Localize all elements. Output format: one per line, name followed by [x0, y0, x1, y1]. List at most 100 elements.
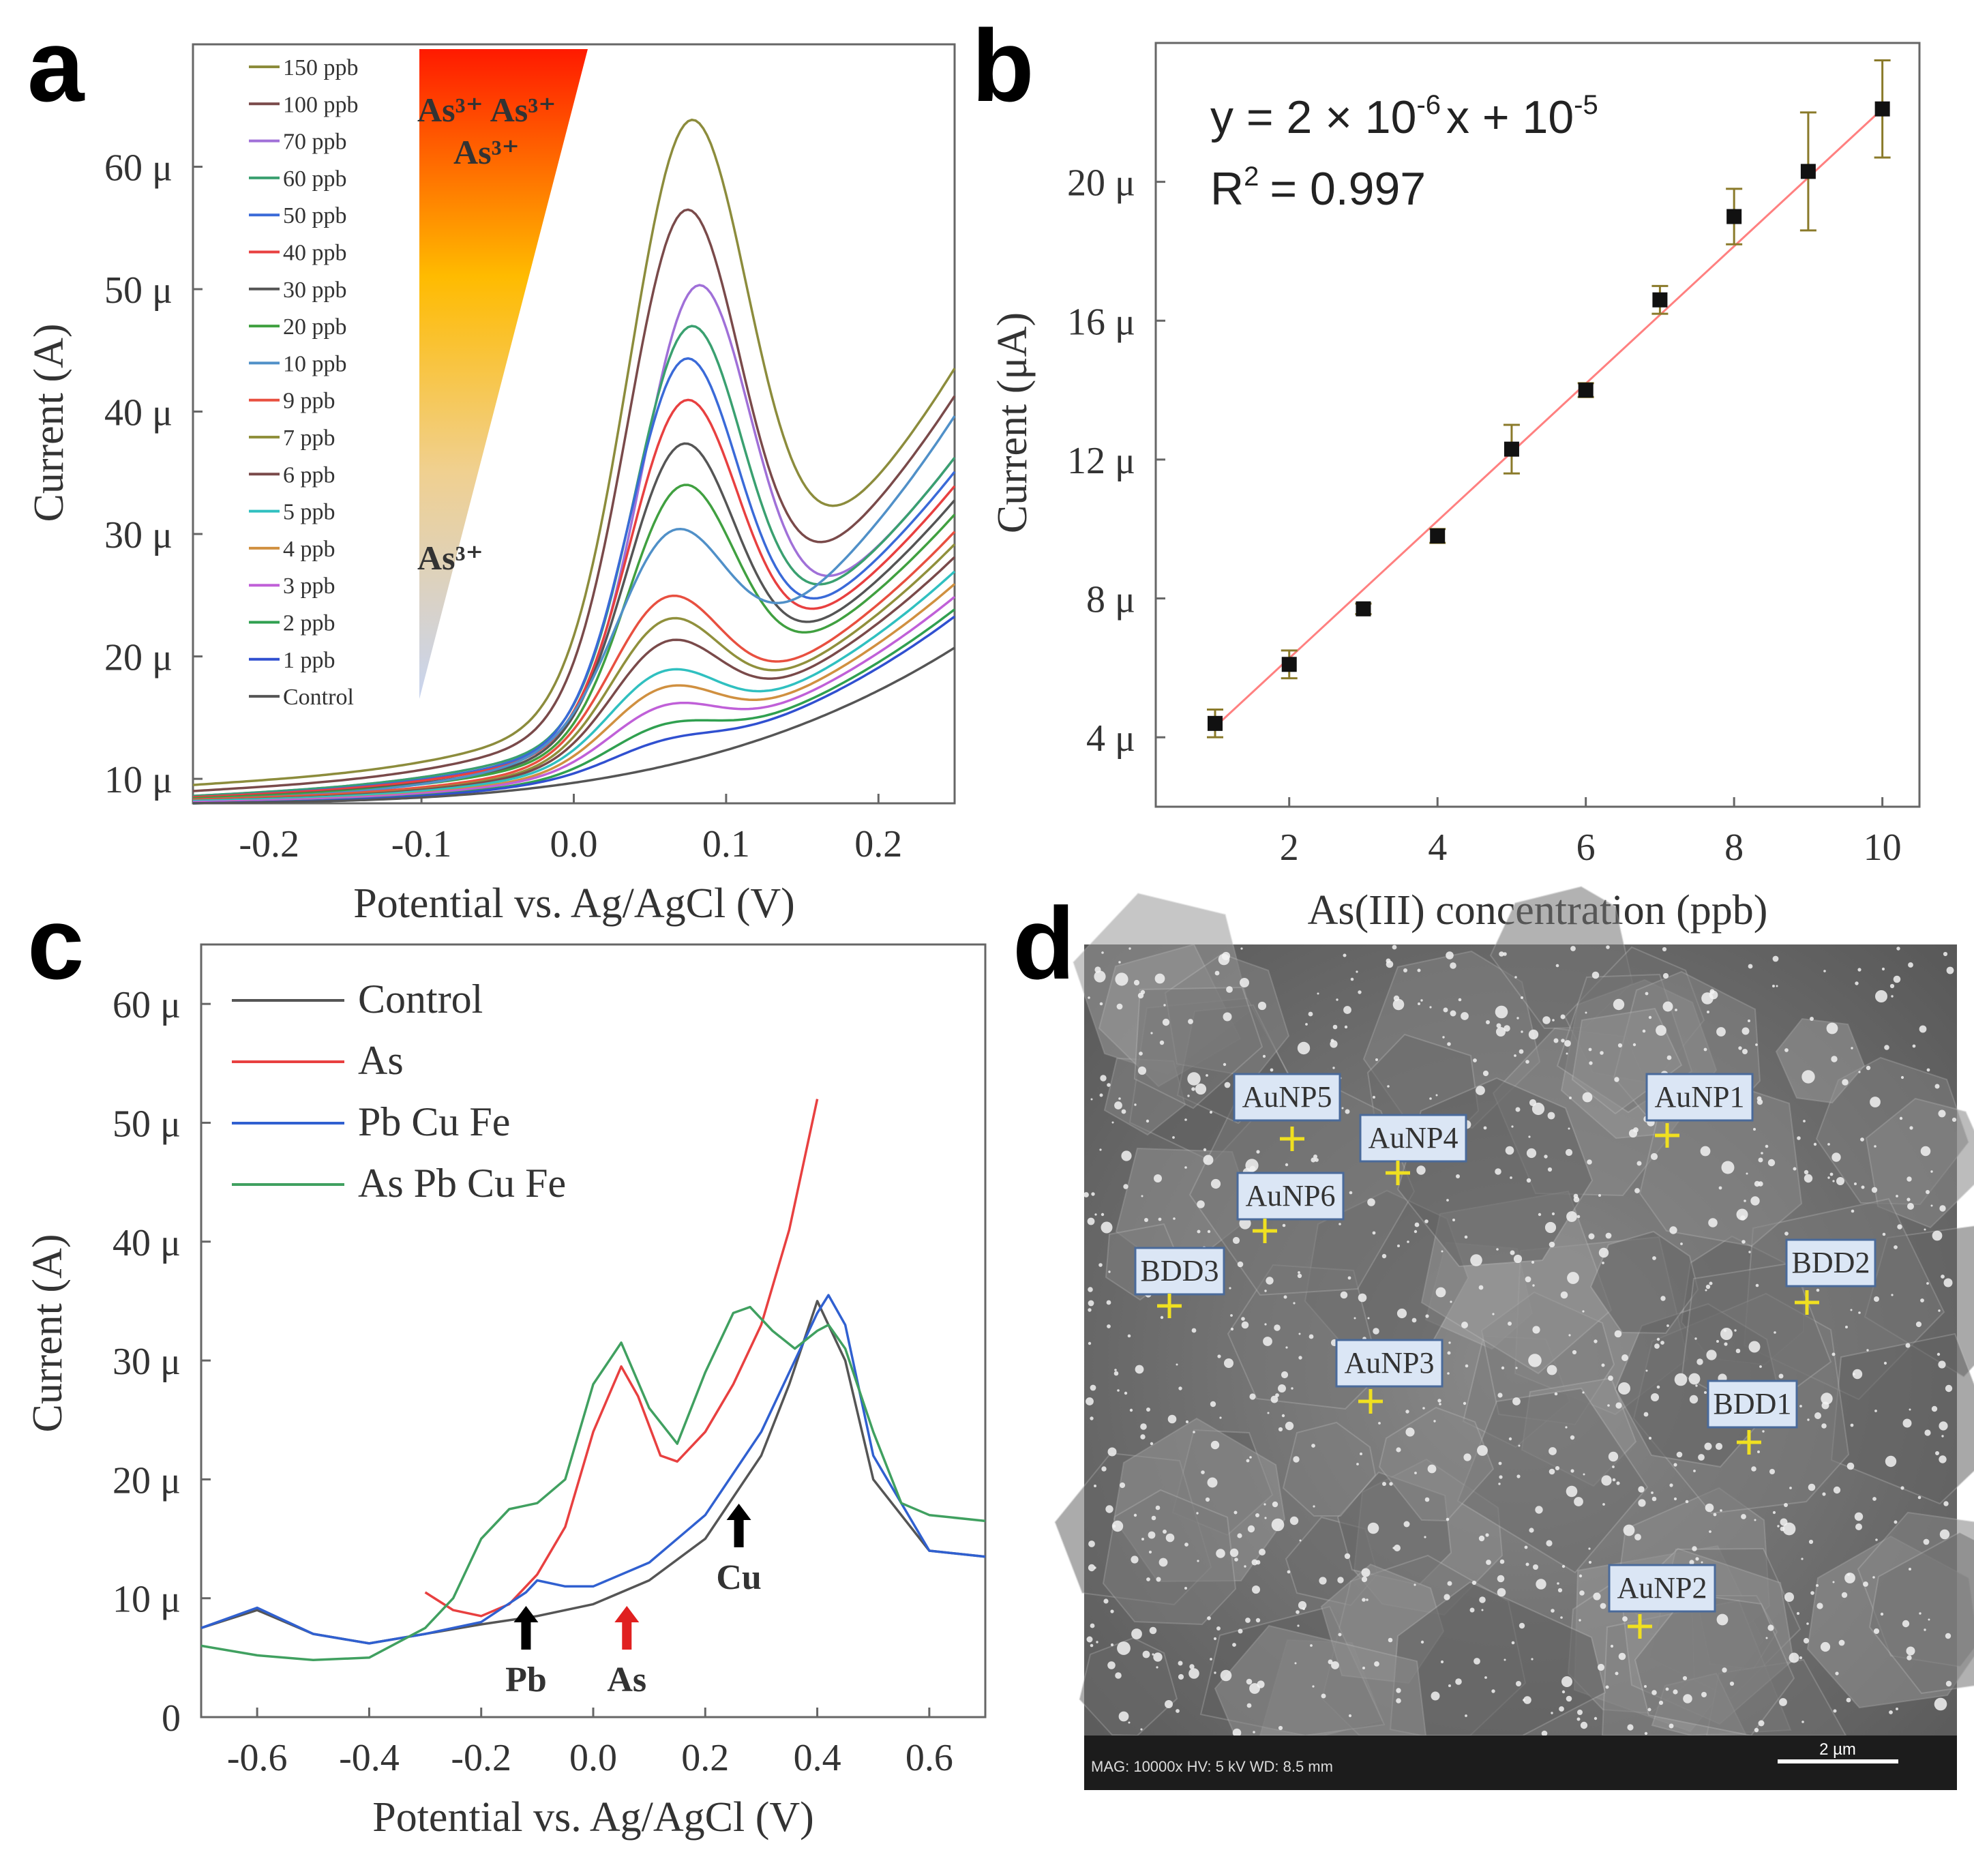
nanoparticle-dot — [1561, 1564, 1566, 1568]
nanoparticle-dot — [1492, 1313, 1495, 1315]
nanoparticle-dot — [1779, 1698, 1787, 1706]
nanoparticle-dot — [1565, 1148, 1573, 1157]
nanoparticle-dot — [1452, 1219, 1455, 1221]
x-tick-label: 0.2 — [854, 823, 902, 865]
nanoparticle-dot — [1515, 1367, 1518, 1369]
nanoparticle-dot — [1117, 1641, 1131, 1655]
data-point — [1800, 164, 1816, 179]
nanoparticle-dot — [1803, 1120, 1806, 1122]
y-tick-label: 8 μ — [1086, 579, 1135, 621]
nanoparticle-dot — [1748, 1341, 1761, 1353]
nanoparticle-dot — [1943, 1501, 1949, 1506]
nanoparticle-dot — [1152, 1653, 1154, 1656]
nanoparticle-dot — [1096, 1641, 1098, 1643]
nanoparticle-dot — [1941, 1275, 1945, 1279]
nanoparticle-dot — [1926, 1190, 1930, 1194]
nanoparticle-dot — [1707, 1011, 1709, 1013]
nanoparticle-dot — [1705, 1289, 1707, 1292]
nanoparticle-dot — [1756, 1096, 1762, 1101]
nanoparticle-dot — [1729, 1681, 1735, 1686]
nanoparticle-dot — [1784, 1503, 1788, 1507]
x-tick-label: 0.4 — [794, 1737, 841, 1779]
nanoparticle-dot — [1427, 1464, 1437, 1474]
nanoparticle-dot — [1885, 1455, 1897, 1468]
nanoparticle-dot — [1909, 1568, 1911, 1570]
nanoparticle-dot — [1504, 1025, 1510, 1032]
nanoparticle-dot — [1184, 1118, 1187, 1121]
nanoparticle-dot — [1210, 1440, 1220, 1450]
nanoparticle-dot — [1716, 1340, 1719, 1343]
nanoparticle-dot — [1582, 1092, 1593, 1103]
fit-equation: y = 2 × 10-6 x + 10-5 — [1210, 90, 1598, 143]
nanoparticle-dot — [1272, 1501, 1278, 1508]
nanoparticle-dot — [1393, 995, 1400, 1002]
nanoparticle-dot — [1118, 961, 1121, 964]
series-line — [192, 531, 956, 801]
nanoparticle-dot — [1100, 1075, 1107, 1082]
nanoparticle-dot — [1616, 1481, 1620, 1485]
panel-c-ylabel: Current (A) — [25, 1234, 71, 1433]
nanoparticle-dot — [1411, 1317, 1417, 1323]
nanoparticle-dot — [1485, 1533, 1489, 1537]
nanoparticle-dot — [1473, 1058, 1477, 1062]
nanoparticle-dot — [1264, 1323, 1267, 1326]
nanoparticle-dot — [1896, 1195, 1898, 1197]
nanoparticle-dot — [1241, 1321, 1249, 1329]
nanoparticle-dot — [1704, 1442, 1712, 1450]
nanoparticle-dot — [1167, 1414, 1177, 1424]
nanoparticle-dot — [1513, 1254, 1523, 1264]
nanoparticle-dot — [1695, 1384, 1698, 1387]
nanoparticle-dot — [1722, 1667, 1727, 1673]
nanoparticle-dot — [1636, 1161, 1642, 1166]
nanoparticle-dot — [1392, 998, 1405, 1011]
nanoparticle-dot — [1281, 1371, 1289, 1379]
nanoparticle-dot — [1528, 1135, 1531, 1138]
nanoparticle-dot — [1598, 1194, 1601, 1197]
nanoparticle-dot — [1561, 1676, 1572, 1687]
nanoparticle-dot — [1495, 1168, 1501, 1175]
x-tick-label: 6 — [1576, 827, 1596, 869]
nanoparticle-dot — [1315, 1158, 1319, 1162]
sem-label-text: AuNP6 — [1245, 1179, 1335, 1212]
nanoparticle-dot — [1943, 951, 1948, 957]
nanoparticle-dot — [1799, 1405, 1802, 1408]
nanoparticle-dot — [1742, 1049, 1748, 1054]
nanoparticle-dot — [1832, 1180, 1835, 1182]
nanoparticle-dot — [1583, 1473, 1585, 1476]
sem-label-text: AuNP5 — [1242, 1080, 1332, 1114]
nanoparticle-dot — [1633, 1127, 1639, 1133]
nanoparticle-dot — [1230, 1327, 1234, 1331]
nanoparticle-dot — [1296, 1610, 1300, 1614]
nanoparticle-dot — [1573, 1196, 1580, 1203]
nanoparticle-dot — [1772, 985, 1775, 987]
series-line — [200, 1305, 986, 1662]
y-tick-label: 20 μ — [104, 637, 173, 679]
nanoparticle-dot — [1660, 1341, 1664, 1345]
nanoparticle-dot — [1804, 1174, 1813, 1183]
annotation-arrow-head — [726, 1504, 751, 1520]
y-tick-label: 30 μ — [113, 1341, 181, 1383]
nanoparticle-dot — [1458, 998, 1462, 1002]
nanoparticle-dot — [1551, 1609, 1555, 1613]
nanoparticle-dot — [1210, 1401, 1216, 1408]
x-tick-label: -0.2 — [239, 823, 299, 865]
nanoparticle-dot — [1778, 1373, 1784, 1379]
nanoparticle-dot — [1239, 1217, 1251, 1230]
sem-scale-bar — [1778, 1759, 1898, 1763]
nanoparticle-dot — [1758, 1181, 1763, 1187]
nanoparticle-dot — [1153, 1652, 1163, 1662]
legend-label: 100 ppb — [283, 92, 359, 117]
nanoparticle-dot — [1674, 1373, 1688, 1386]
nanoparticle-dot — [1287, 1570, 1291, 1574]
sem-label-text: BDD2 — [1792, 1246, 1870, 1279]
panel-d-sem-image: MAG: 10000x HV: 5 kV WD: 8.5 mm 2 µm AuN… — [1053, 885, 1974, 1790]
sem-grain — [1078, 1637, 1178, 1737]
nanoparticle-dot — [1499, 951, 1504, 957]
nanoparticle-dot — [1240, 978, 1249, 987]
nanoparticle-dot — [1246, 1459, 1250, 1463]
nanoparticle-dot — [1219, 1416, 1222, 1419]
nanoparticle-dot — [1765, 1144, 1769, 1148]
r-squared: R2 = 0.997 — [1210, 162, 1426, 215]
nanoparticle-dot — [1114, 1369, 1117, 1371]
nanoparticle-dot — [1709, 1281, 1713, 1285]
